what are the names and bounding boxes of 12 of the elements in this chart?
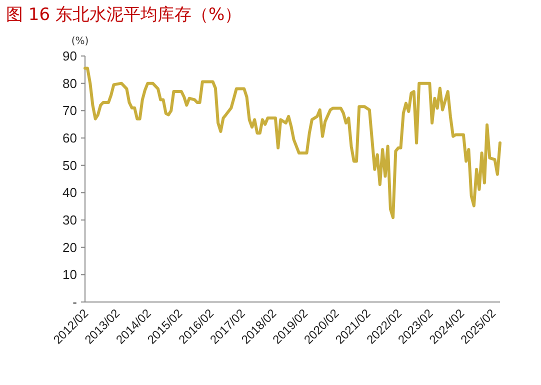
y-tick-label: 20: [62, 240, 77, 255]
y-tick-label: 80: [62, 76, 77, 91]
y-tick-label: 70: [62, 103, 77, 118]
y-tick-label: 50: [62, 158, 77, 173]
y-axis-title: (%): [71, 36, 89, 47]
y-tick-label: 90: [62, 48, 77, 64]
y-tick-label: 60: [62, 130, 77, 146]
y-tick-label: 40: [62, 185, 77, 200]
y-tick-label: -: [72, 294, 77, 310]
chart-title: 图 16 东北水泥平均库存（%）: [6, 5, 242, 25]
y-tick-label: 10: [62, 267, 77, 282]
y-tick-label: 30: [62, 212, 77, 228]
